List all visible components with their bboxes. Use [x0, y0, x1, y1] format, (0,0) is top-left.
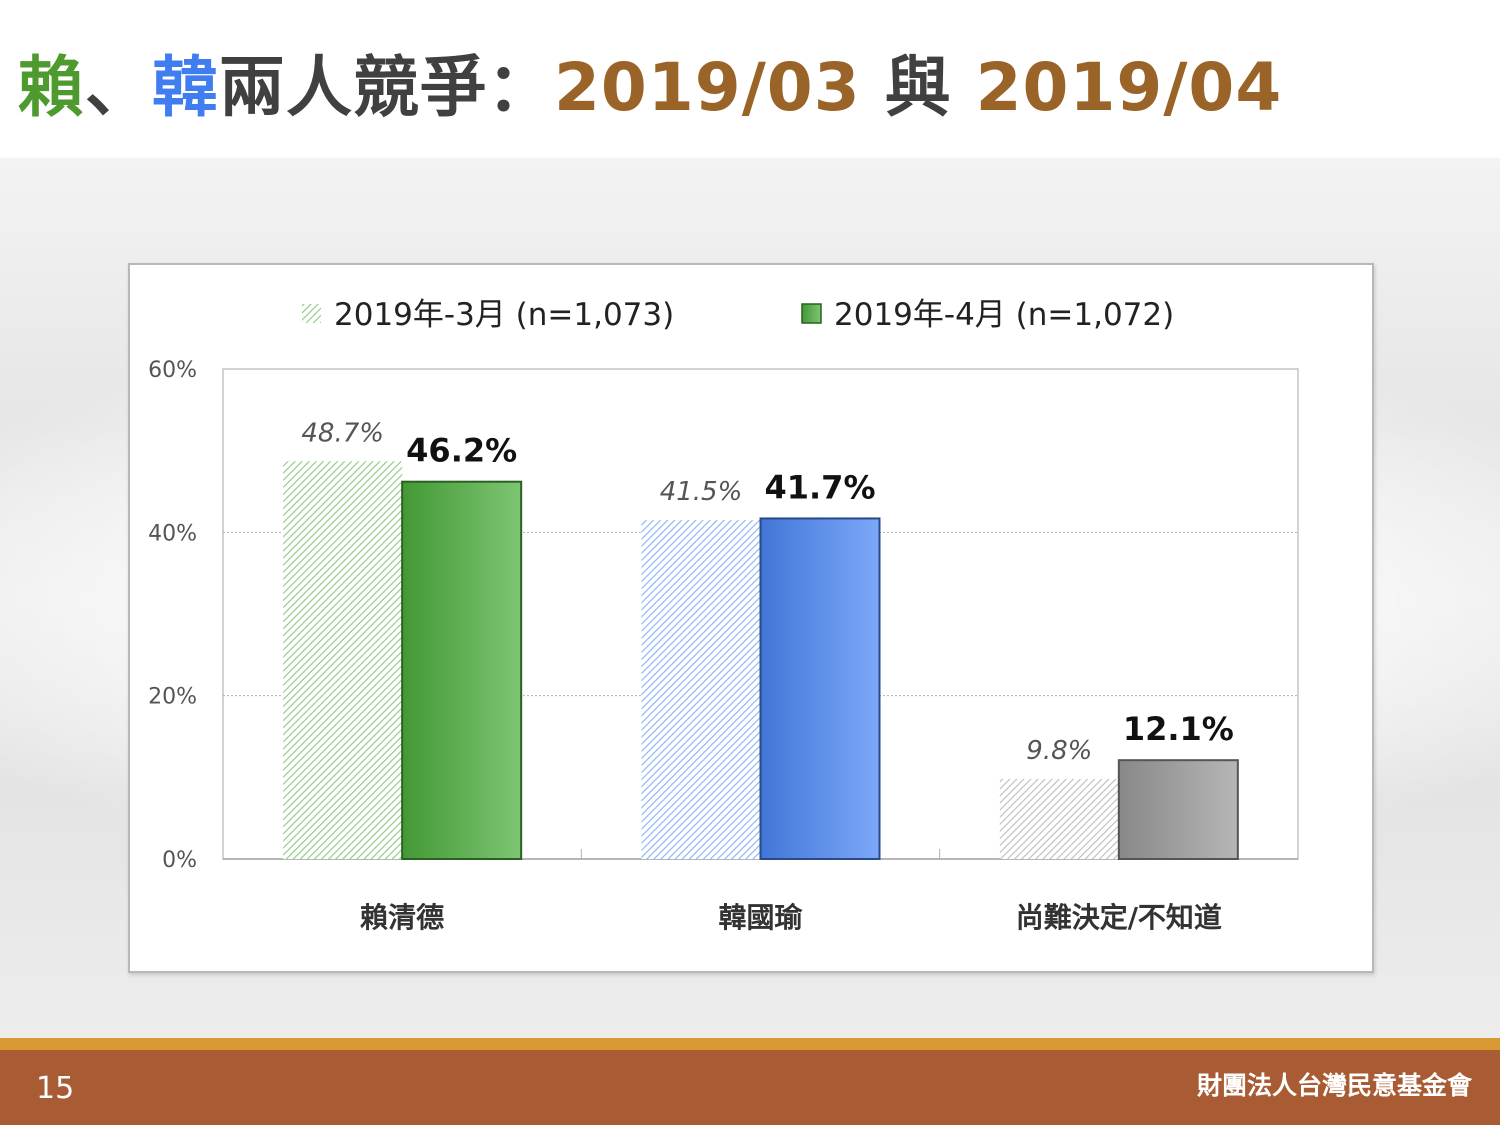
title-text: 兩人競爭： — [219, 49, 554, 126]
footer-stripe — [0, 1038, 1500, 1050]
organization-name: 財團法人台灣民意基金會 — [1196, 1071, 1472, 1100]
title-name-lai: 賴 — [18, 49, 85, 126]
chart-frame: 0% 20% 40% 60% 48.7% 46.2% 賴清德 41.5% 41.7% 韓國瑜 9.8… — [128, 263, 1374, 973]
bar-april-0 — [401, 480, 523, 860]
data-label-april-0: 46.2% — [406, 432, 517, 470]
y-tick-label: 60% — [148, 358, 197, 383]
y-tick-label: 20% — [148, 685, 197, 710]
x-category-label-2: 尚難決定/不知道 — [1016, 901, 1222, 934]
bar-april-2 — [1117, 759, 1239, 860]
data-label-march-2: 9.8% — [1026, 736, 1092, 766]
legend-swatch-march — [302, 304, 321, 323]
y-tick-label: 0% — [162, 848, 197, 873]
data-label-april-1: 41.7% — [764, 468, 875, 506]
page-number: 15 — [36, 1071, 75, 1106]
title-date-april: 2019/04 — [975, 49, 1283, 126]
x-category-label-1: 韓國瑜 — [718, 901, 803, 934]
title-name-han: 韓 — [152, 49, 219, 126]
data-label-march-0: 48.7% — [301, 418, 384, 448]
bar-april-1 — [759, 517, 881, 860]
bar-chart: 0% 20% 40% 60% 48.7% 46.2% 賴清德 41.5% 41.7% 韓國瑜 9.8… — [148, 297, 1299, 934]
title-conjunction: 與 — [860, 49, 976, 126]
legend-swatch-april — [801, 303, 822, 324]
data-label-march-1: 41.5% — [660, 477, 743, 507]
footer-bar — [0, 1050, 1500, 1125]
bar-march-1 — [641, 520, 761, 859]
x-category-label-0: 賴清德 — [360, 901, 444, 934]
title-separator: 、 — [85, 49, 152, 126]
bar-march-0 — [283, 461, 403, 859]
y-tick-label: 40% — [148, 521, 197, 546]
legend-label-april: 2019年-4月 (n=1,072) — [834, 297, 1174, 333]
legend-label-march: 2019年-3月 (n=1,073) — [334, 297, 674, 333]
slide-title: 賴、韓兩人競爭：2019/03 與 2019/04 — [18, 40, 1282, 136]
title-date-march: 2019/03 — [554, 49, 861, 126]
data-label-april-2: 12.1% — [1123, 710, 1234, 748]
bar-march-2 — [999, 778, 1119, 859]
